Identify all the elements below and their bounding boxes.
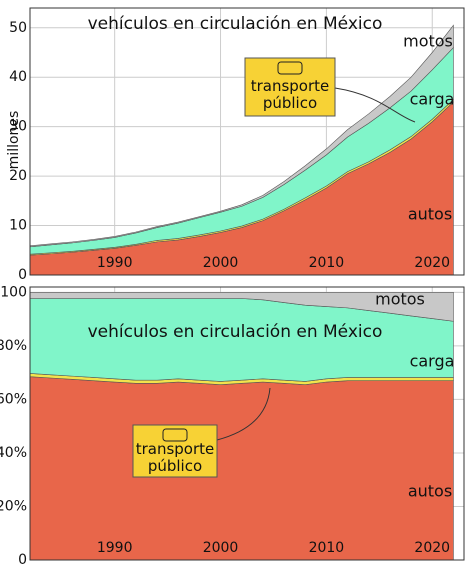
annotation-box [244,57,336,117]
y-tick-label: 0 [18,552,27,566]
y-tick-label: 0 [18,267,27,283]
y-tick-label: 60% [0,391,27,407]
bus-icon [162,428,188,442]
y-tick-label: 40% [0,445,27,461]
series-label: autos [408,205,452,224]
chart-title: vehículos en circulación en México [88,322,383,342]
series-label: motos [403,32,453,51]
series-label: autos [408,482,452,501]
x-tick-label: 1990 [97,255,133,271]
area [29,292,454,322]
series-label: carga [410,352,455,371]
area [29,376,454,561]
y-tick-label: 80% [0,338,27,354]
x-tick-label: 2000 [203,540,239,556]
y-tick-label: 30 [9,119,27,135]
plot-frame [29,286,465,561]
bus-icon [277,61,303,75]
y-tick-label: 20 [9,168,27,184]
x-tick-label: 2020 [414,255,450,271]
series-label: carga [410,90,455,109]
x-tick-label: 2010 [309,255,345,271]
x-tick-label: 2010 [309,540,345,556]
x-tick-label: 1990 [97,540,133,556]
annotation-arrow [216,387,271,441]
chart-title: vehículos en circulación en México [88,14,383,34]
y-tick-label: 100 [0,284,27,300]
series-label: motos [375,290,425,309]
annotation-arrow [334,87,416,123]
plot-frame [29,7,465,276]
y-axis-label: millones [6,111,22,170]
x-tick-label: 2020 [414,540,450,556]
annotation-text: transporte público [135,441,215,475]
annotation-box [132,424,218,478]
area [29,24,454,248]
y-tick-label: 50 [9,20,27,36]
y-tick-label: 40 [9,69,27,85]
x-tick-label: 2000 [203,255,239,271]
annotation-text: transporte público [250,78,330,112]
y-tick-label: 10 [9,218,27,234]
annotation: transporte público [135,441,215,475]
annotation: transporte público [250,78,330,112]
y-tick-label: 20% [0,498,27,514]
